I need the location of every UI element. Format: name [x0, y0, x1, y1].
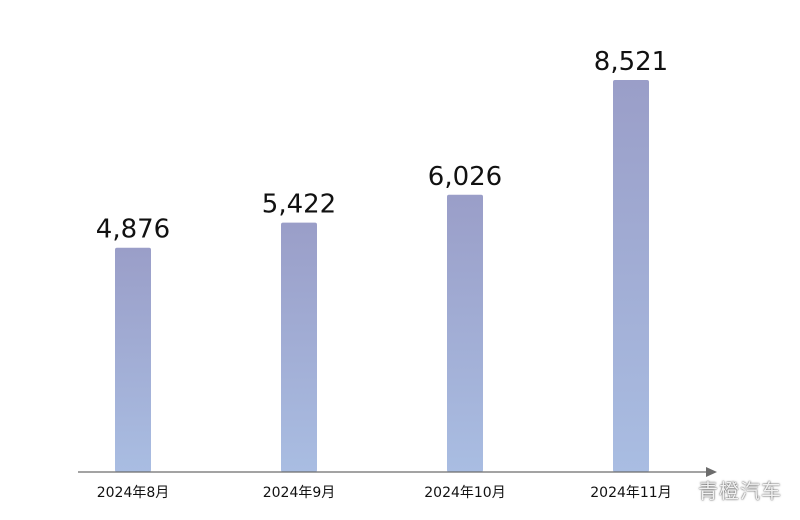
bar-3	[447, 194, 483, 472]
x-tick-label-3: 2024年10月	[424, 485, 505, 501]
value-label-3: 6,026	[428, 162, 502, 192]
bar-2	[281, 222, 317, 472]
bars-layer	[115, 80, 649, 472]
x-axis	[78, 467, 717, 477]
value-labels-layer: 4,876 5,422 6,026 8,521	[96, 47, 668, 245]
bar-4	[613, 80, 649, 472]
x-tick-label-1: 2024年8月	[97, 485, 170, 501]
x-axis-arrow-icon	[706, 467, 717, 477]
x-tick-label-2: 2024年9月	[263, 485, 336, 501]
value-label-4: 8,521	[594, 47, 668, 77]
value-label-1: 4,876	[96, 215, 170, 245]
value-label-2: 5,422	[262, 190, 336, 220]
x-tick-label-4: 2024年11月	[590, 485, 671, 501]
bar-1	[115, 247, 151, 472]
watermark-logo: 青橙汽车	[698, 479, 782, 503]
x-tick-labels: 2024年8月 2024年9月 2024年10月 2024年11月	[97, 485, 672, 501]
